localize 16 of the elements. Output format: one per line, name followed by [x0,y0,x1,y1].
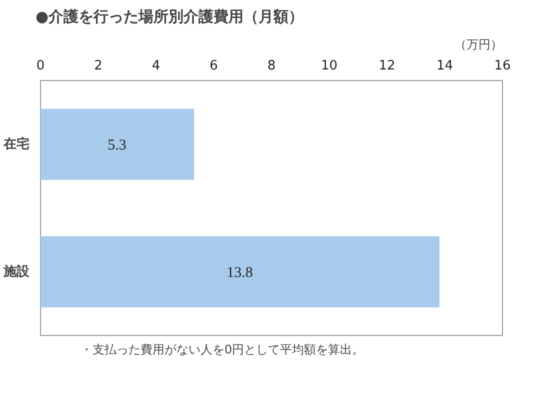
x-tick-label: 4 [152,58,160,74]
x-tick-label: 12 [378,58,396,74]
data-label: 13.8 [226,264,253,281]
y-tick-label: 施設 [2,263,30,280]
text: ・支払った費用がない人を0円として平均額を算出。 [80,342,364,356]
x-tick-label: 14 [436,58,454,74]
chart-title: ●介護を行った場所別介護費用（月額） [36,8,304,26]
x-axis-title: （万円） [454,38,502,52]
x-tick-label: 10 [320,58,338,74]
y-tick-label: 在宅 [2,136,30,152]
x-tick-label: 16 [494,58,511,74]
x-tick-label: 2 [94,58,102,74]
data-label: 5.3 [108,137,126,154]
x-tick-label: 8 [267,58,276,74]
x-tick-label: 0 [36,58,45,74]
x-tick-label: 6 [210,58,218,74]
